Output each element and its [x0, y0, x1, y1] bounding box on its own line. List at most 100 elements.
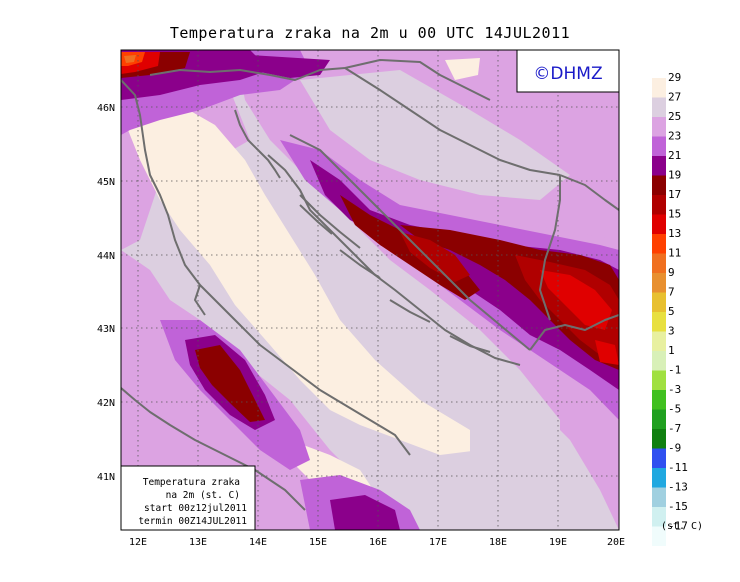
coastlines-and-borders: [121, 59, 619, 511]
map-title: Temperatura zraka na 2m u 00 UTC 14JUL20…: [169, 24, 571, 42]
legend-label: -15: [668, 500, 688, 513]
legend-swatch: [652, 448, 666, 468]
italy-east-coast: [121, 79, 411, 456]
legend-unit: (st. C): [661, 521, 703, 532]
field-warm-north: [445, 58, 480, 80]
field-c19-dinaric-b: [400, 225, 619, 370]
legend-swatch: [652, 97, 666, 117]
legend-swatch: [652, 370, 666, 390]
legend-swatch: [652, 331, 666, 351]
lon-tick-18: 18E: [489, 537, 507, 548]
field-c27-inner: [300, 70, 570, 200]
legend-label: -1: [668, 364, 681, 377]
island-a: [299, 204, 333, 235]
info-line-2: na 2m (st. C): [166, 490, 240, 501]
legend-label: 3: [668, 325, 675, 338]
legend-swatch: [652, 409, 666, 429]
croatia-coast: [267, 154, 521, 366]
field-c27-south: [470, 380, 619, 530]
legend-label: 5: [668, 305, 675, 318]
lon-tick-20: 20E: [607, 537, 625, 548]
legend-label: -7: [668, 422, 681, 435]
info-box-frame: [120, 465, 256, 531]
info-line-1: Temperatura zraka: [143, 477, 240, 488]
border-east: [559, 174, 619, 211]
legend-swatch: [652, 429, 666, 449]
longitude-ticks: 12E 13E 14E 15E 16E 17E 18E 19E 20E: [129, 537, 625, 548]
legend-label: 11: [668, 247, 681, 260]
logo-box: [516, 49, 620, 93]
border-bih-srb: [539, 175, 561, 321]
info-box: Temperatura zraka na 2m (st. C) start 00…: [120, 465, 256, 531]
info-line-4: termin 00Z14JUL2011: [138, 516, 247, 527]
field-warm-adriatic: [128, 105, 480, 455]
legend-label: -3: [668, 383, 681, 396]
legend-swatch: [652, 526, 666, 546]
field-c17-dinaric-w: [400, 232, 470, 282]
lat-tick-42: 42N: [97, 398, 115, 409]
field-c19-italy: [195, 345, 265, 422]
border-north-loop: [344, 59, 491, 101]
legend-label: 17: [668, 188, 681, 201]
legend-label: -11: [668, 461, 688, 474]
legend-label: 25: [668, 110, 681, 123]
lon-tick-15: 15E: [309, 537, 327, 548]
field-c21-north: [250, 55, 330, 78]
legend-swatch: [652, 507, 666, 527]
legend-label: 23: [668, 130, 681, 143]
border-slo-aut: [149, 67, 346, 81]
legend-swatch: [652, 468, 666, 488]
legend-label: -9: [668, 442, 681, 455]
legend-swatch: [652, 175, 666, 195]
info-line-3: start 00z12jul2011: [144, 503, 247, 514]
legend-label: -17: [668, 520, 688, 533]
legend-label: 9: [668, 266, 675, 279]
lon-tick-13: 13E: [189, 537, 207, 548]
legend-swatch: [652, 156, 666, 176]
color-legend: 29 27 25 23 21 19 17 15 13 11 9 7 5 3 1 -1 -3 -5 -7 -9 -11 -1…: [652, 71, 703, 546]
field-c11-alps: [124, 55, 136, 63]
dhmz-logo: ©DHMZ: [516, 49, 620, 93]
legend-label: 13: [668, 227, 681, 240]
legend-label: -13: [668, 481, 688, 494]
croatia-coast-inner: [299, 194, 361, 249]
field-c21-calabria: [330, 495, 400, 530]
field-c15-spot: [595, 340, 619, 365]
legend-swatch: [652, 312, 666, 332]
legend-swatch: [652, 136, 666, 156]
plot-frame: [120, 49, 620, 531]
border-cro-bih: [289, 134, 531, 351]
lon-tick-14: 14E: [249, 537, 267, 548]
lon-tick-19: 19E: [549, 537, 567, 548]
legend-swatch: [652, 292, 666, 312]
lat-tick-41: 41N: [97, 472, 115, 483]
border-mne: [529, 314, 619, 351]
legend-swatch: [652, 195, 666, 215]
lon-tick-12: 12E: [129, 537, 147, 548]
legend-label: 15: [668, 208, 681, 221]
legend-swatch: [652, 214, 666, 234]
legend-swatch: [652, 351, 666, 371]
legend-swatch: [652, 253, 666, 273]
legend-swatch: [652, 234, 666, 254]
latitude-ticks: 46N 45N 44N 43N 42N 41N: [97, 103, 115, 483]
logo-text: ©DHMZ: [533, 64, 602, 84]
lat-tick-43: 43N: [97, 324, 115, 335]
graticule: [121, 50, 619, 530]
italy-west-coast: [121, 387, 306, 511]
legend-swatch: [652, 273, 666, 293]
lat-tick-44: 44N: [97, 251, 115, 262]
legend-swatch: [652, 117, 666, 137]
legend-label: -5: [668, 403, 681, 416]
legend-label: 21: [668, 149, 681, 162]
legend-label: 7: [668, 286, 675, 299]
legend-swatch: [652, 390, 666, 410]
italy-gargano: [194, 284, 206, 316]
lon-tick-17: 17E: [429, 537, 447, 548]
legend-label: 29: [668, 71, 681, 84]
island-c: [389, 299, 431, 323]
legend-swatch: [652, 78, 666, 98]
legend-label: 1: [668, 344, 675, 357]
legend-label: 19: [668, 169, 681, 182]
